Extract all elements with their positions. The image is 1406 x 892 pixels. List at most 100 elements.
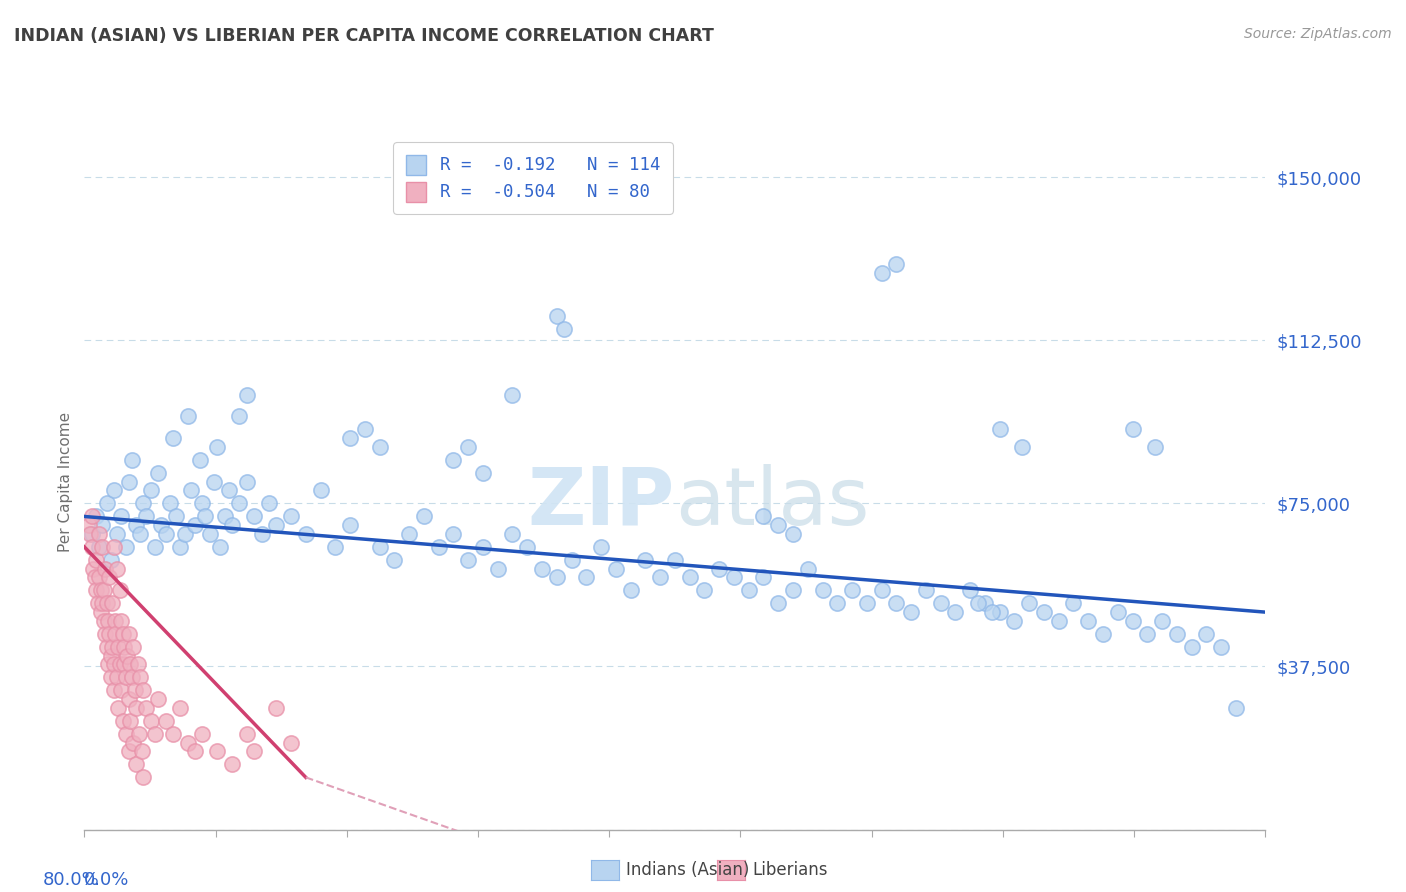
Point (900, 605, 922, 619)
Point (165, 509, 187, 524)
Point (135, 509, 157, 524)
Point (855, 596, 877, 610)
Point (693, 583, 716, 598)
Point (1004, 614, 1026, 628)
Text: Indians (Asian): Indians (Asian) (626, 861, 749, 879)
Point (173, 526, 195, 541)
Point (188, 453, 211, 467)
Point (98, 627, 121, 641)
Point (546, 310, 568, 324)
Point (127, 657, 149, 672)
Point (1107, 605, 1129, 619)
Point (441, 526, 464, 541)
Point (664, 553, 686, 567)
Point (591, 540, 613, 554)
Point (235, 727, 259, 741)
Point (125, 518, 148, 533)
Point (575, 570, 598, 584)
Point (457, 553, 479, 567)
Point (122, 735, 145, 749)
Point (82, 562, 104, 576)
Point (228, 409, 250, 424)
Point (112, 640, 135, 654)
Point (945, 605, 967, 619)
Point (96, 596, 118, 610)
Point (752, 570, 775, 584)
Point (339, 431, 361, 445)
Point (98, 570, 121, 584)
Point (80, 540, 103, 554)
Point (870, 583, 893, 598)
Text: 0.0%: 0.0% (84, 871, 129, 889)
Point (143, 727, 166, 741)
Point (83, 570, 105, 584)
Point (162, 431, 184, 445)
Point (110, 509, 132, 524)
Text: Source: ZipAtlas.com: Source: ZipAtlas.com (1244, 27, 1392, 41)
Point (97, 614, 120, 628)
Point (619, 583, 641, 598)
Point (103, 683, 125, 698)
Point (280, 509, 302, 524)
Point (107, 701, 129, 715)
Point (118, 475, 141, 489)
Point (457, 440, 479, 454)
Point (121, 670, 143, 684)
Point (1143, 440, 1166, 454)
Point (295, 526, 318, 541)
Point (382, 553, 406, 567)
Point (131, 744, 153, 758)
Point (1225, 701, 1247, 715)
Point (112, 657, 135, 672)
Point (114, 540, 136, 554)
Point (560, 553, 583, 567)
Point (841, 583, 863, 598)
Point (1209, 640, 1232, 654)
Point (110, 683, 132, 698)
Point (91, 596, 114, 610)
Point (709, 562, 731, 576)
Point (118, 744, 141, 758)
Point (93, 614, 115, 628)
Point (107, 640, 129, 654)
Y-axis label: Per Capita Income: Per Capita Income (58, 411, 73, 552)
Point (870, 266, 893, 280)
Point (427, 540, 450, 554)
Point (103, 657, 125, 672)
Point (191, 727, 214, 741)
Point (111, 627, 134, 641)
Point (413, 509, 436, 524)
Point (103, 483, 125, 498)
Point (132, 496, 155, 510)
Point (257, 496, 280, 510)
Point (87, 570, 111, 584)
Point (796, 562, 818, 576)
Point (648, 570, 672, 584)
Point (768, 596, 790, 610)
Point (243, 509, 266, 524)
Point (368, 540, 391, 554)
Point (159, 496, 181, 510)
Point (120, 657, 142, 672)
Point (150, 518, 173, 533)
Text: atlas: atlas (675, 464, 869, 541)
Point (959, 583, 981, 598)
Point (915, 583, 938, 598)
Point (155, 526, 177, 541)
Point (91, 540, 114, 554)
Point (105, 562, 128, 576)
Point (323, 540, 347, 554)
Point (209, 540, 232, 554)
Point (886, 257, 908, 271)
Point (180, 483, 202, 498)
Point (114, 670, 136, 684)
Point (162, 727, 184, 741)
Point (84, 583, 107, 598)
Point (501, 387, 523, 401)
Point (118, 627, 141, 641)
Point (108, 583, 131, 598)
Legend: R =  -0.192   N = 114, R =  -0.504   N = 80: R = -0.192 N = 114, R = -0.504 N = 80 (394, 143, 673, 214)
Point (221, 757, 243, 772)
Point (398, 526, 420, 541)
Point (122, 640, 145, 654)
